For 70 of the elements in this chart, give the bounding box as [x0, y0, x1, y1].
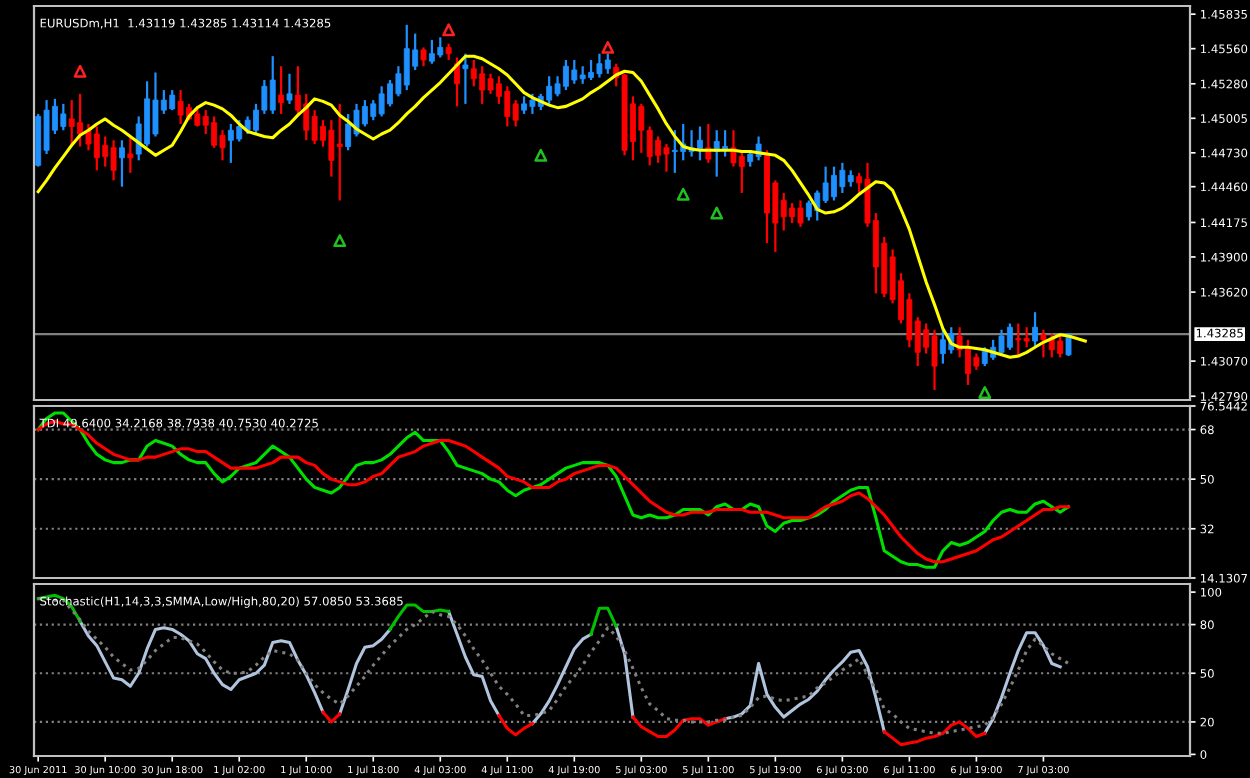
point — [601, 40, 615, 54]
candlestick — [671, 129, 678, 174]
candlestick — [311, 109, 318, 146]
candlestick — [85, 122, 92, 152]
candlestick — [403, 23, 410, 92]
candlestick — [236, 119, 243, 143]
candlestick — [328, 119, 335, 178]
candlestick — [487, 72, 494, 95]
candlestick — [479, 65, 486, 105]
point — [710, 206, 724, 220]
candlestick — [512, 99, 519, 128]
candlestick — [562, 58, 569, 92]
candlestick — [470, 58, 477, 88]
candlestick — [336, 102, 343, 202]
candlestick — [68, 99, 75, 146]
candlestick — [345, 112, 352, 152]
candlestick — [805, 199, 812, 222]
candlestick — [738, 149, 745, 195]
point — [534, 148, 548, 162]
candlestick — [1032, 311, 1038, 349]
candlestick — [227, 122, 234, 164]
candlestick — [638, 102, 645, 154]
candlestick — [663, 142, 670, 173]
candlestick — [998, 328, 1005, 356]
candlestick — [303, 92, 310, 142]
candlestick — [428, 38, 435, 65]
candlestick — [152, 71, 159, 138]
candlestick — [60, 102, 67, 132]
candlestick — [797, 199, 804, 228]
candlestick — [110, 139, 117, 182]
candlestick — [127, 135, 134, 174]
candlestick — [1057, 334, 1064, 359]
candlestick — [596, 52, 603, 79]
point — [442, 23, 456, 37]
candlestick — [102, 135, 109, 168]
candlestick — [730, 129, 737, 168]
candlestick — [119, 139, 125, 188]
candlestick — [939, 326, 946, 365]
candlestick — [177, 88, 184, 126]
candlestick — [437, 36, 444, 59]
point — [676, 187, 690, 201]
candlestick — [1023, 326, 1030, 349]
candlestick — [77, 92, 84, 148]
candlestick — [789, 201, 796, 225]
candlestick — [378, 85, 385, 118]
candlestick — [931, 328, 938, 392]
candlestick — [219, 129, 226, 162]
point — [333, 234, 347, 248]
candlestick — [546, 75, 553, 105]
candlestick — [211, 115, 218, 149]
point — [73, 64, 87, 78]
candlestick — [144, 80, 151, 148]
candlestick — [462, 52, 469, 105]
candlestick — [529, 92, 536, 116]
candlestick — [1040, 328, 1047, 359]
candlestick — [361, 99, 368, 128]
candlestick — [269, 55, 276, 116]
candlestick — [504, 85, 511, 128]
candlestick — [370, 99, 377, 122]
candlestick — [278, 65, 285, 116]
candlestick — [822, 165, 829, 205]
candlestick — [571, 58, 578, 85]
candlestick — [420, 46, 427, 68]
candlestick — [655, 135, 662, 164]
candlestick — [286, 72, 293, 105]
point — [978, 386, 992, 399]
candlestick — [839, 161, 846, 195]
candlestick — [1015, 322, 1022, 359]
candlestick — [1006, 322, 1013, 351]
candlestick — [93, 125, 100, 172]
